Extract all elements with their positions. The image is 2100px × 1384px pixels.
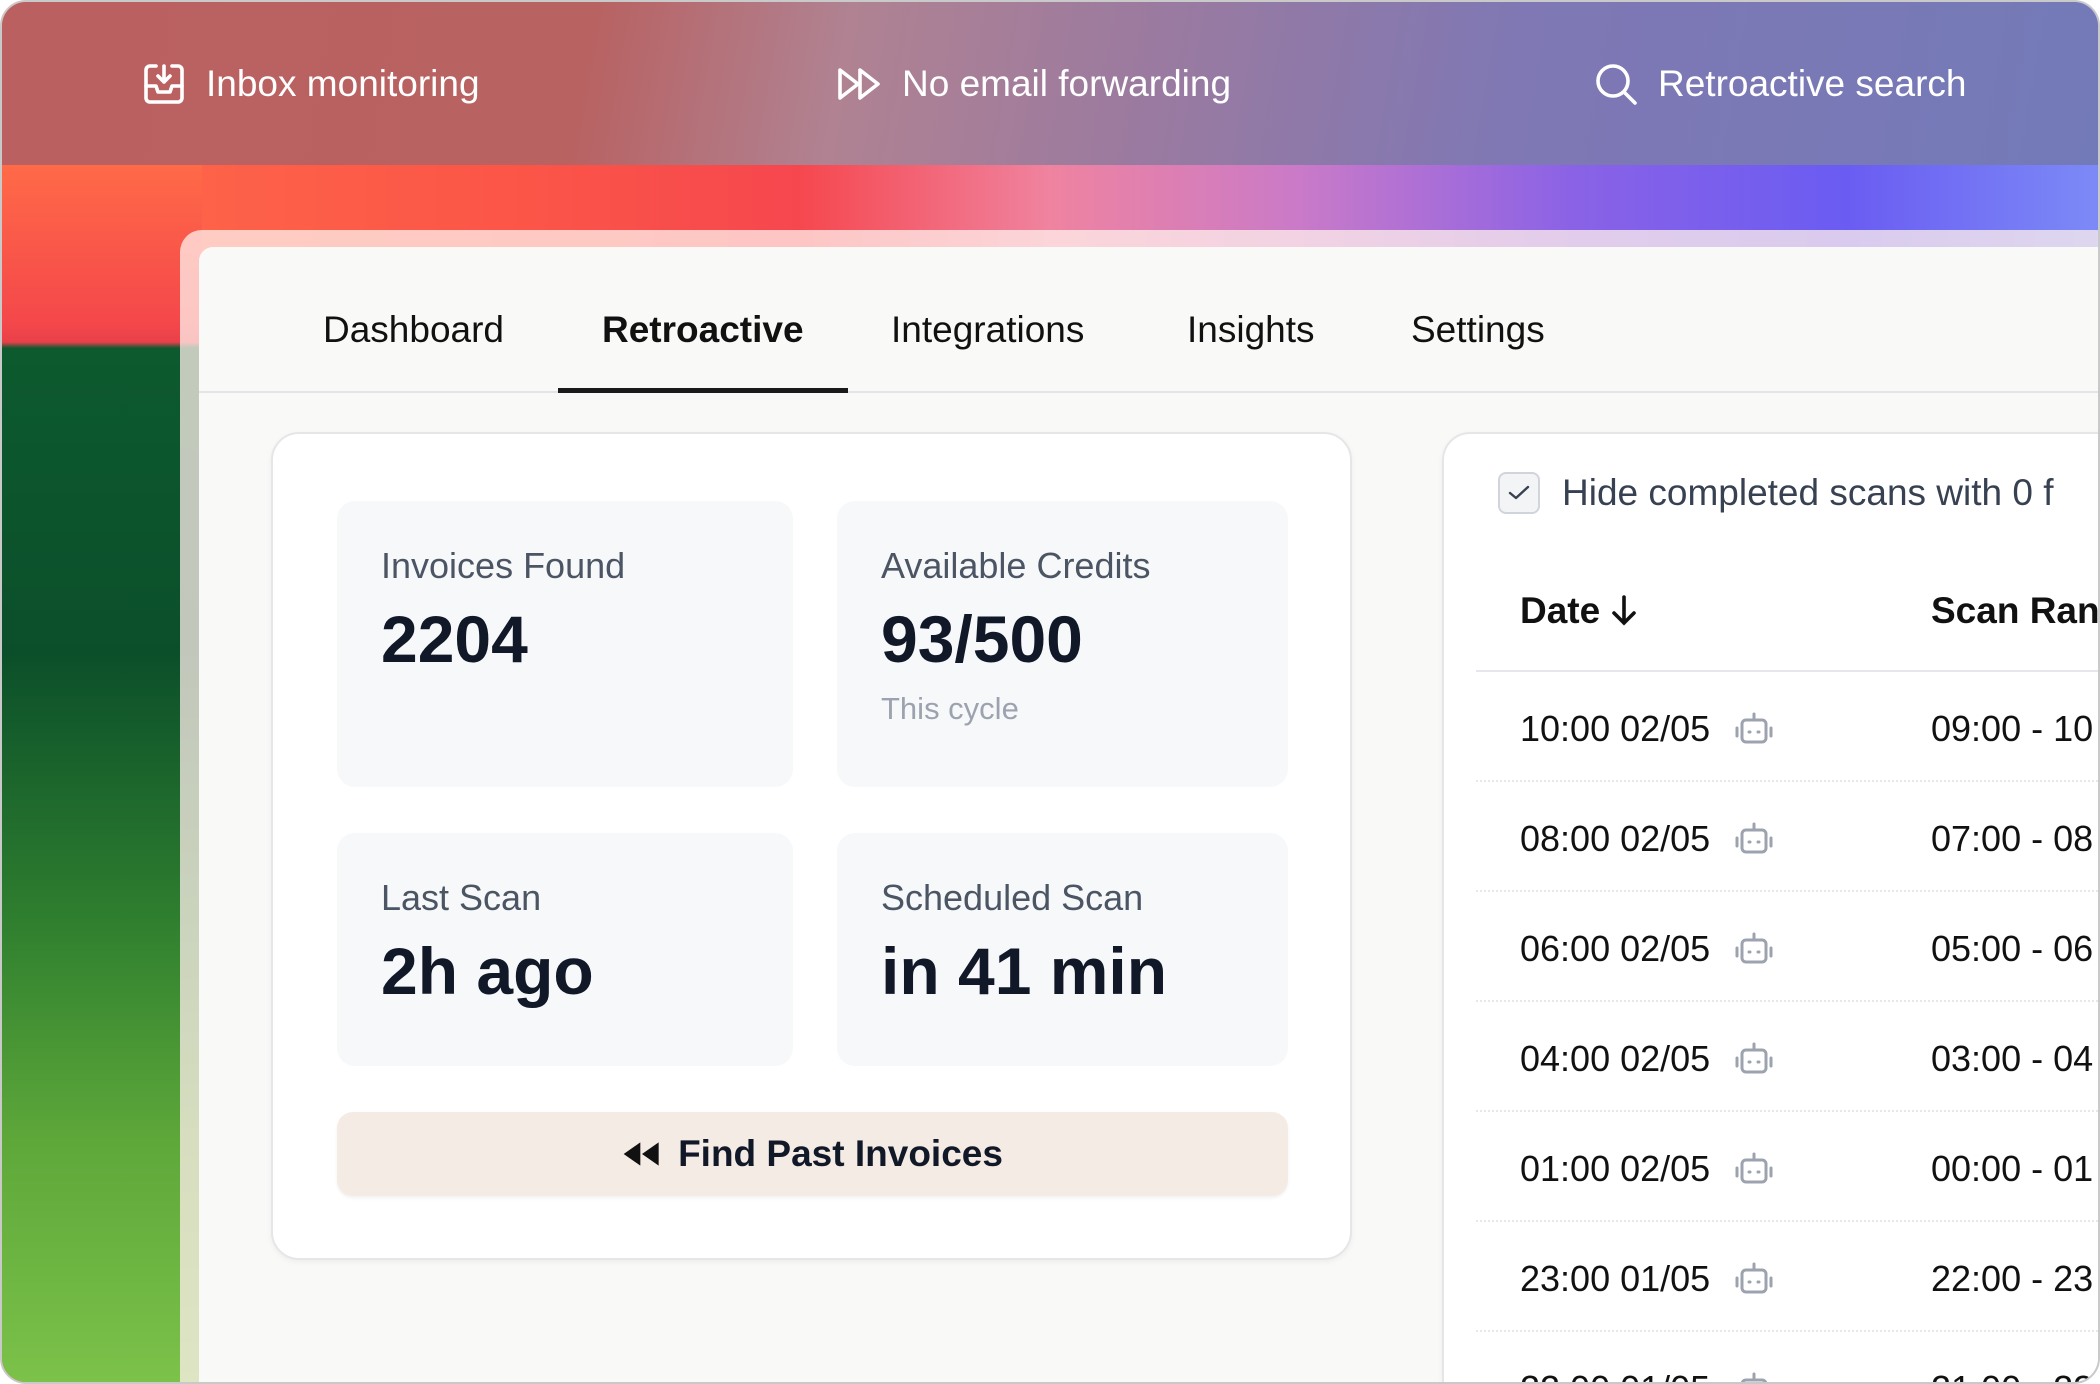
date-text: 01:00 02/05 <box>1520 1148 1711 1189</box>
scans-card: Hide completed scans with 0 f Date Scan … <box>1442 432 2100 1382</box>
arrow-down-icon <box>1612 595 1637 626</box>
row-date: 04:00 02/05 <box>1520 1038 1774 1080</box>
stat-available-credits: Available Credits 93/500 This cycle <box>837 501 1288 787</box>
row-date: 06:00 02/05 <box>1520 928 1774 970</box>
tab-retroactive[interactable]: Retroactive <box>558 309 847 393</box>
row-scan-range: 07:00 - 08 <box>1931 818 2094 859</box>
stat-label: Available Credits <box>881 545 1151 586</box>
table-row[interactable]: 22:00 01/05 21:00 - 22 <box>1476 1332 2098 1382</box>
button-label: Find Past Invoices <box>678 1133 1003 1174</box>
rewind-icon <box>623 1142 659 1166</box>
stat-scheduled-scan: Scheduled Scan in 41 min <box>837 833 1288 1066</box>
date-text: 04:00 02/05 <box>1520 1038 1711 1079</box>
inbox-download-icon <box>144 64 184 104</box>
robot-icon <box>1734 710 1774 748</box>
tab-insights[interactable]: Insights <box>1187 309 1315 350</box>
feature-retroactive-search: Retroactive search <box>1592 60 1966 108</box>
table-row[interactable]: 08:00 02/05 07:00 - 08 <box>1476 782 2098 892</box>
hide-completed-label: Hide completed scans with 0 f <box>1562 472 2054 513</box>
row-date: 23:00 01/05 <box>1520 1258 1774 1300</box>
stat-last-scan: Last Scan 2h ago <box>337 833 793 1066</box>
feature-label: Retroactive search <box>1658 63 1967 104</box>
stat-label: Last Scan <box>381 877 542 918</box>
row-scan-range: 09:00 - 10 <box>1931 708 2094 749</box>
tab-integrations[interactable]: Integrations <box>891 309 1085 350</box>
feature-label: No email forwarding <box>902 63 1232 104</box>
table-row[interactable]: 10:00 02/05 09:00 - 10 <box>1476 672 2098 782</box>
table-row[interactable]: 01:00 02/05 00:00 - 01 <box>1476 1112 2098 1222</box>
stat-label: Scheduled Scan <box>881 877 1144 918</box>
robot-icon <box>1734 930 1774 968</box>
stat-sub: This cycle <box>881 691 1019 726</box>
search-icon <box>1596 64 1637 105</box>
stat-value: 93/500 <box>881 602 1083 676</box>
robot-icon <box>1734 1150 1774 1188</box>
stat-label: Invoices Found <box>381 545 626 586</box>
date-text: 08:00 02/05 <box>1520 818 1711 859</box>
row-scan-range: 22:00 - 23 <box>1931 1258 2094 1299</box>
find-past-invoices-button[interactable]: Find Past Invoices <box>337 1112 1288 1196</box>
stat-invoices-found: Invoices Found 2204 <box>337 501 793 787</box>
row-date: 10:00 02/05 <box>1520 708 1774 750</box>
robot-icon <box>1734 1370 1774 1382</box>
feature-inbox-monitoring: Inbox monitoring <box>140 60 480 108</box>
tab-bar: Dashboard Retroactive Integrations Insig… <box>199 247 2098 393</box>
stat-value: 2204 <box>381 602 528 676</box>
column-header-scan-range[interactable]: Scan Rang <box>1931 590 2100 632</box>
checkmark-icon <box>1508 485 1530 500</box>
date-text: 10:00 02/05 <box>1520 708 1711 749</box>
hide-completed-checkbox[interactable] <box>1498 472 1540 514</box>
robot-icon <box>1734 1040 1774 1078</box>
feature-banner: Inbox monitoring No email forwarding Ret… <box>2 2 2098 165</box>
row-date: 08:00 02/05 <box>1520 818 1774 860</box>
column-label: Date <box>1520 590 1601 631</box>
row-scan-range: 00:00 - 01 <box>1931 1148 2094 1189</box>
header-divider <box>1476 670 2098 672</box>
column-header-date[interactable]: Date <box>1520 590 1638 632</box>
stat-value: 2h ago <box>381 934 594 1008</box>
row-date: 01:00 02/05 <box>1520 1148 1774 1190</box>
stats-card: Invoices Found 2204 Available Credits 93… <box>271 432 1352 1260</box>
robot-icon <box>1734 1260 1774 1298</box>
table-row[interactable]: 06:00 02/05 05:00 - 06 <box>1476 892 2098 1002</box>
wallpaper <box>2 165 202 1382</box>
row-scan-range: 21:00 - 22 <box>1931 1368 2093 1382</box>
tab-dashboard[interactable]: Dashboard <box>323 309 505 350</box>
feature-no-email-forwarding: No email forwarding <box>836 60 1231 108</box>
fast-forward-icon <box>838 68 880 100</box>
row-scan-range: 05:00 - 06 <box>1931 928 2094 969</box>
stat-value: in 41 min <box>881 934 1168 1008</box>
date-text: 23:00 01/05 <box>1520 1258 1711 1299</box>
table-row[interactable]: 23:00 01/05 22:00 - 23 <box>1476 1222 2098 1332</box>
table-row[interactable]: 04:00 02/05 03:00 - 04 <box>1476 1002 2098 1112</box>
row-date: 22:00 01/05 <box>1520 1368 1774 1382</box>
robot-icon <box>1734 820 1774 858</box>
date-text: 06:00 02/05 <box>1520 928 1711 969</box>
date-text: 22:00 01/05 <box>1520 1368 1710 1382</box>
row-scan-range: 03:00 - 04 <box>1931 1038 2094 1079</box>
column-label: Scan Rang <box>1931 590 2100 631</box>
tab-settings[interactable]: Settings <box>1411 309 1545 350</box>
feature-label: Inbox monitoring <box>206 63 480 104</box>
